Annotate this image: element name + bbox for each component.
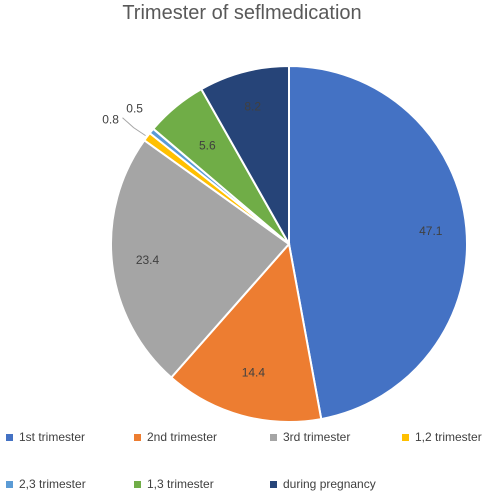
legend-item-2: 2nd trimester: [134, 430, 217, 444]
legend-item-7: during pregnancy: [270, 477, 376, 491]
data-label-1: 47.1: [419, 224, 443, 238]
data-label-5: 0.5: [126, 101, 143, 115]
legend-label: 2nd trimester: [147, 430, 218, 444]
legend-label: 1,2 trimester: [415, 430, 482, 444]
legend-swatch: [134, 433, 141, 441]
legend-item-5: 2,3 trimester: [6, 477, 86, 491]
legend-label: 1st trimester: [19, 430, 86, 444]
legend-label: 3rd trimester: [283, 430, 351, 444]
legend-swatch: [6, 433, 13, 441]
data-label-3: 23.4: [136, 253, 160, 267]
pie-slice-3: [110, 138, 291, 379]
legend-item-6: 1,3 trimester: [134, 477, 214, 491]
legend-swatch: [270, 433, 277, 441]
data-label-2: 14.4: [242, 366, 266, 380]
pie-slice-2: [169, 241, 323, 423]
legend-swatch: [270, 480, 277, 488]
chart-title: Trimester of seflmedication: [122, 2, 362, 24]
data-label-6: 5.6: [199, 138, 216, 152]
data-label-7: 8.2: [244, 99, 261, 113]
pie-slice-1: [288, 64, 468, 421]
legend-label: 1,3 trimester: [147, 477, 214, 491]
legend-swatch: [402, 433, 409, 441]
legend-item-1: 1st trimester: [6, 430, 85, 444]
pie-slice-7: [199, 64, 290, 248]
legend-swatch: [134, 480, 141, 488]
legend-swatch: [6, 480, 13, 488]
data-label-4: 0.8: [102, 113, 119, 127]
legend-item-3: 3rd trimester: [270, 430, 350, 444]
legend-item-4: 1,2 trimester: [402, 430, 482, 444]
leader-line-4: [122, 117, 146, 137]
legend-label: during pregnancy: [283, 477, 376, 491]
legend-label: 2,3 trimester: [19, 477, 86, 491]
